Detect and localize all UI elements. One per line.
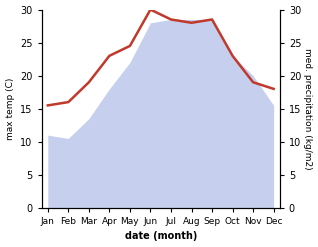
Y-axis label: max temp (C): max temp (C) bbox=[5, 78, 15, 140]
X-axis label: date (month): date (month) bbox=[125, 231, 197, 242]
Y-axis label: med. precipitation (kg/m2): med. precipitation (kg/m2) bbox=[303, 48, 313, 169]
